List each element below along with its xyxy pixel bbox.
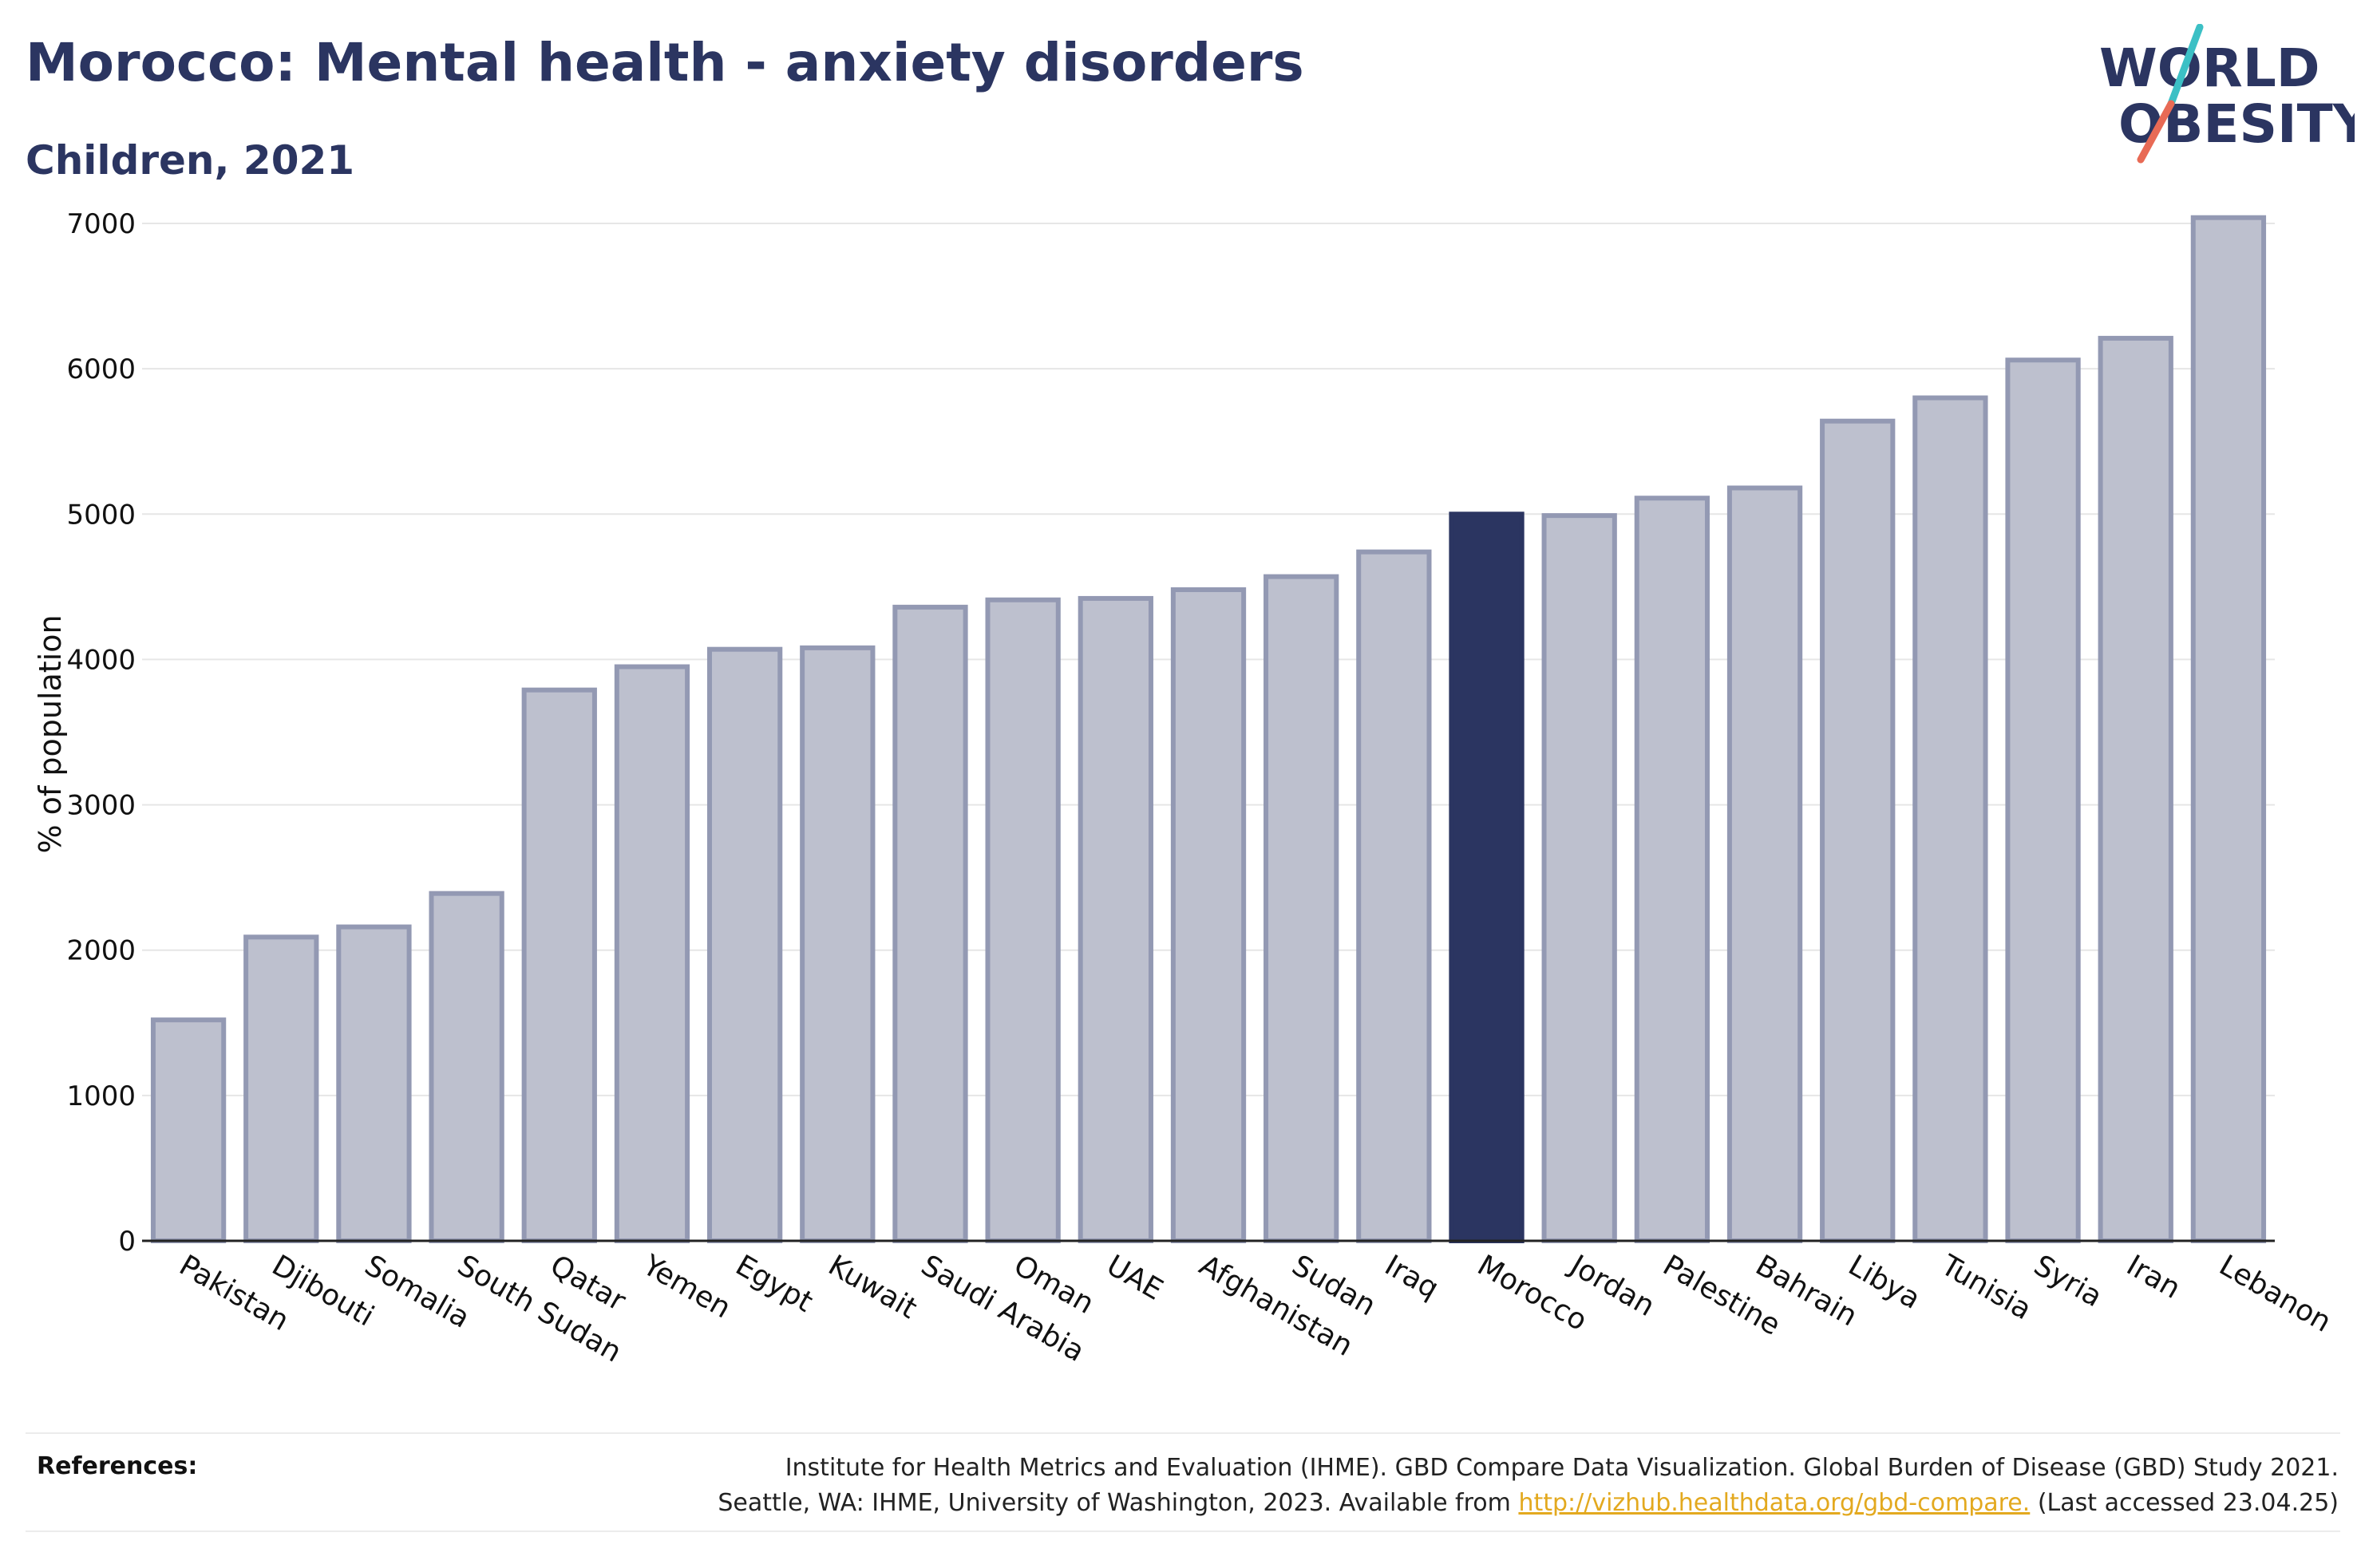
bar-qatar xyxy=(521,687,597,1243)
x-label-uae: UAE xyxy=(1101,1249,1168,1306)
references-divider-bottom xyxy=(26,1530,2340,1532)
bar-syria xyxy=(2005,357,2081,1244)
references-line-2-suffix: (Last accessed 23.04.25) xyxy=(2037,1489,2339,1517)
bar-kuwait xyxy=(800,645,876,1243)
y-tick-label-0: 0 xyxy=(118,1226,136,1258)
bar-jordan xyxy=(1541,513,1617,1243)
bar-afghanistan xyxy=(1170,587,1247,1243)
y-tick-label-2: 2000 xyxy=(66,935,136,967)
logo-slash-bottom xyxy=(2137,100,2175,164)
y-tick-label-4: 4000 xyxy=(66,644,136,676)
bar-chart: 0 1000 2000 3000 4000 5000 6000 7000 PakistanDj… xyxy=(33,208,2337,1369)
world-obesity-logo: WORLD OBESITY xyxy=(2099,24,2355,164)
x-label-somalia: Somalia xyxy=(359,1249,475,1335)
y-tick-label-7: 7000 xyxy=(66,208,136,240)
bar-yemen xyxy=(614,664,690,1243)
y-tick-label-6: 6000 xyxy=(66,353,136,385)
bar-libya xyxy=(1820,418,1896,1244)
bar-bahrain xyxy=(1726,485,1803,1243)
y-tick-labels: 0 1000 2000 3000 4000 5000 6000 7000 xyxy=(66,208,136,1258)
chart-title: Morocco: Mental health - anxiety disorde… xyxy=(26,32,1304,93)
x-label-kuwait: Kuwait xyxy=(823,1249,923,1325)
y-tick-label-5: 5000 xyxy=(66,499,136,531)
references-label: References: xyxy=(37,1452,198,1480)
references-line-2-prefix: Seattle, WA: IHME, University of Washing… xyxy=(718,1489,1511,1517)
bar-somalia xyxy=(336,924,412,1243)
x-label-lebanon: Lebanon xyxy=(2213,1249,2336,1339)
logo-slash-top xyxy=(2167,24,2204,108)
bar-uae xyxy=(1078,595,1153,1243)
x-label-iran: Iran xyxy=(2121,1249,2185,1305)
logo-text-world: WORLD xyxy=(2099,38,2320,99)
bar-egypt xyxy=(706,646,783,1243)
bar-djibouti xyxy=(243,934,319,1243)
bar-palestine xyxy=(1634,496,1710,1243)
bar-morocco xyxy=(1449,511,1525,1243)
bar-saudi-arabia xyxy=(892,604,968,1243)
references-divider-top xyxy=(26,1432,2340,1434)
references-text: Institute for Health Metrics and Evaluat… xyxy=(503,1451,2339,1521)
x-label-yemen: Yemen xyxy=(637,1249,737,1325)
y-tick-label-1: 1000 xyxy=(66,1080,136,1112)
bar-sudan xyxy=(1264,574,1339,1243)
bar-pakistan xyxy=(150,1017,227,1243)
bar-tunisia xyxy=(1912,395,1988,1244)
x-label-tunisia: Tunisia xyxy=(1935,1249,2037,1326)
bar-oman xyxy=(985,597,1061,1243)
references-line-1: Institute for Health Metrics and Evaluat… xyxy=(785,1454,2339,1482)
y-tick-label-3: 3000 xyxy=(66,790,136,822)
x-label-iraq: Iraq xyxy=(1379,1249,1444,1305)
x-label-syria: Syria xyxy=(2028,1249,2107,1313)
chart-subtitle: Children, 2021 xyxy=(26,137,355,184)
bars xyxy=(150,215,2267,1244)
references-line-2: Seattle, WA: IHME, University of Washing… xyxy=(503,1486,2339,1521)
bar-iran xyxy=(2098,335,2173,1244)
bar-lebanon xyxy=(2190,215,2267,1244)
bar-iraq xyxy=(1356,549,1432,1243)
references-link[interactable]: http://vizhub.healthdata.org/gbd-compare… xyxy=(1518,1489,2031,1517)
y-axis-title: % of population xyxy=(33,614,68,853)
bar-south-sudan xyxy=(429,891,504,1244)
x-label-egypt: Egypt xyxy=(730,1249,818,1318)
